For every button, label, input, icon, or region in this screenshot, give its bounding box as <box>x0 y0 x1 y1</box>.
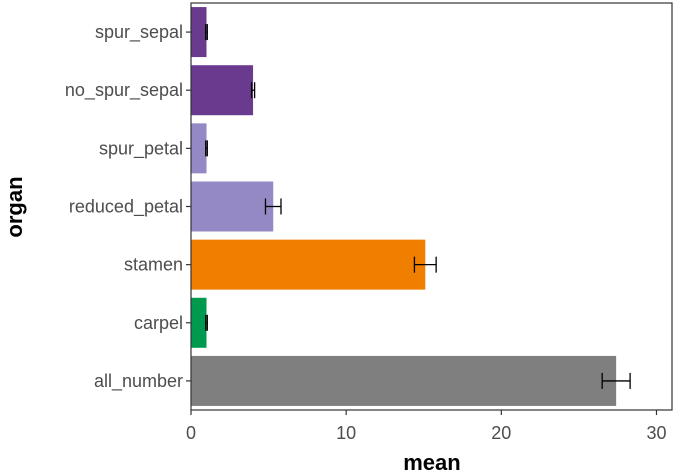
bar-no_spur_sepal <box>191 65 254 116</box>
error-bars <box>205 24 631 389</box>
bar-spur_sepal <box>191 7 207 58</box>
errorbar-carpel <box>205 314 208 331</box>
x-tick-label-10: 10 <box>336 423 356 443</box>
x-axis-title: mean <box>403 450 460 475</box>
y-tick-label-no_spur_sepal: no_spur_sepal <box>65 80 183 101</box>
x-tick-label-20: 20 <box>491 423 511 443</box>
y-axis: all_number carpel stamen reduced_petal spur_… <box>65 22 191 392</box>
bar-spur_petal <box>191 123 207 174</box>
errorbar-no_spur_sepal <box>250 82 256 99</box>
x-tick-label-30: 30 <box>646 423 666 443</box>
y-tick-label-spur_sepal: spur_sepal <box>95 22 183 43</box>
errorbar-all_number <box>601 372 631 389</box>
bar-stamen <box>191 239 426 290</box>
bar-reduced_petal <box>191 181 274 232</box>
y-axis-title: organ <box>2 176 27 237</box>
x-axis: 0 10 20 30 <box>186 410 666 443</box>
errorbar-spur_petal <box>205 140 208 157</box>
bar-all_number <box>191 355 617 406</box>
errorbar-reduced_petal <box>264 198 282 215</box>
bars <box>191 7 617 406</box>
errorbar-spur_sepal <box>205 24 208 41</box>
y-tick-label-carpel: carpel <box>134 313 183 333</box>
y-tick-label-reduced_petal: reduced_petal <box>69 197 183 218</box>
x-tick-label-0: 0 <box>186 423 196 443</box>
bar-carpel <box>191 297 207 348</box>
y-tick-label-stamen: stamen <box>124 255 183 275</box>
y-tick-label-all_number: all_number <box>94 371 183 392</box>
y-tick-label-spur_petal: spur_petal <box>99 138 183 159</box>
errorbar-stamen <box>413 256 437 273</box>
